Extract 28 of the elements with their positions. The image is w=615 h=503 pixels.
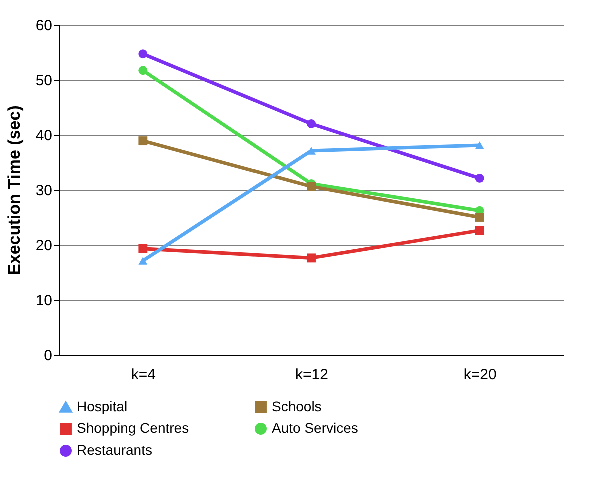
point [138,257,148,265]
x-tick-label: k=12 [296,366,328,384]
y-tick-label: 0 [44,348,52,364]
legend-label: Schools [272,398,322,414]
point [307,120,316,128]
point [475,213,484,222]
point [475,174,484,183]
legend-label: Auto Services [272,420,358,436]
y-tick-label: 40 [36,128,52,144]
point [307,254,316,263]
point [475,226,484,236]
x-tick-label: k=20 [464,366,497,384]
y-tick-label: 50 [36,72,52,90]
y-tick-label: 60 [36,18,52,34]
legend-label: Restaurants [77,442,152,458]
y-axis-title: Execution Time (sec) [4,106,24,276]
point [138,50,148,59]
legend-label: Shopping Centres [77,420,190,436]
y-tick-label: 10 [36,292,52,310]
point [307,182,316,192]
x-tick-label: k=4 [131,366,156,384]
y-tick-label: 20 [36,238,52,254]
point [138,136,148,146]
point [475,142,484,150]
point [138,244,148,254]
point [138,66,148,76]
legend-label: Hospital [77,398,128,415]
y-tick-label: 30 [36,182,52,200]
